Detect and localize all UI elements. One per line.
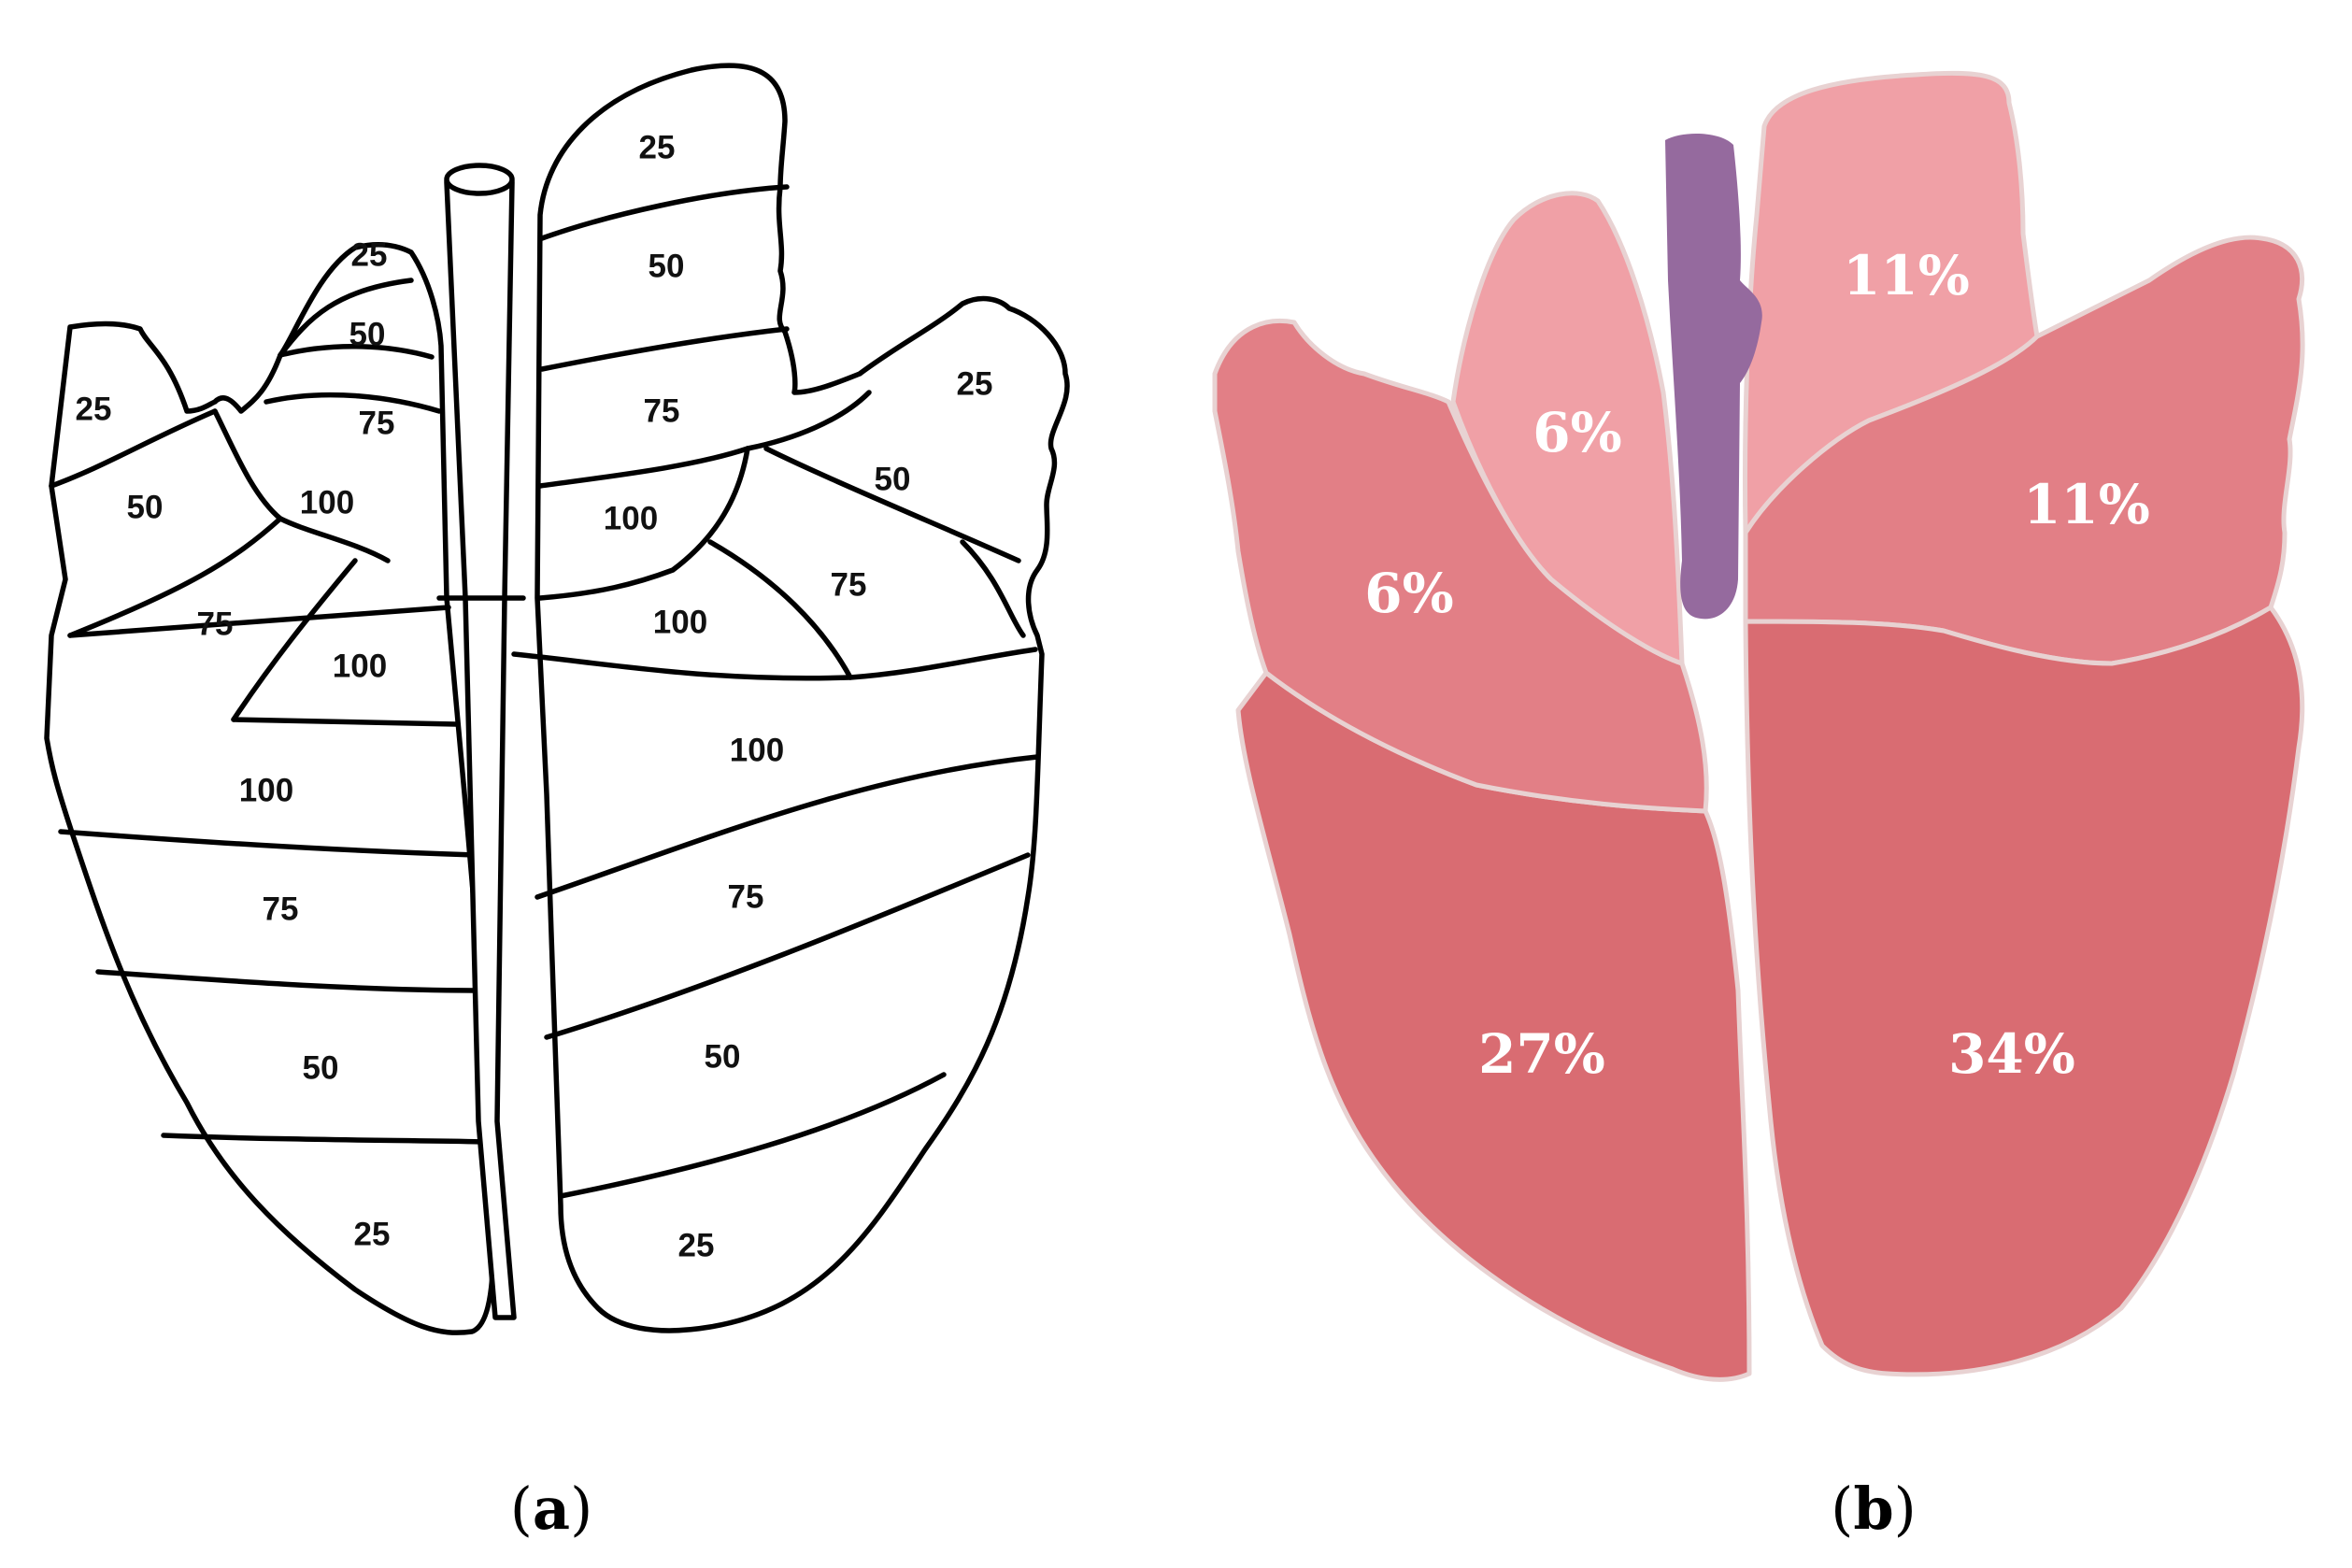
right-lung-outline xyxy=(535,63,1070,1333)
label-right-cranial-100: 100 xyxy=(604,500,658,536)
pct-right-cranial: 11% xyxy=(1843,244,1970,307)
label-left-caudal-100: 100 xyxy=(239,772,293,808)
label-right-middle-100: 100 xyxy=(653,604,707,640)
trachea xyxy=(1665,134,1762,620)
label-left-cranial-caudal-100: 100 xyxy=(300,484,354,520)
pct-right-caudal: 34% xyxy=(1948,1022,2075,1086)
left-divider-1 xyxy=(49,408,218,489)
caption-a: (a) xyxy=(510,1475,593,1543)
label-right-cranial-25: 25 xyxy=(639,129,676,165)
lobe-left-cranial-cranial xyxy=(1450,191,1685,666)
label-left-cranial-cranial-50: 50 xyxy=(349,316,386,352)
right-divider-1 xyxy=(539,184,790,241)
right-divider-6 xyxy=(763,446,1021,563)
left-divider-2 xyxy=(212,408,283,521)
right-divider-2 xyxy=(539,326,790,372)
left-divider-8 xyxy=(278,343,435,360)
right-divider-9 xyxy=(511,647,1038,681)
left-divider-13 xyxy=(161,1133,493,1145)
label-right-middle-25: 25 xyxy=(957,365,993,402)
label-right-cranial-50: 50 xyxy=(649,248,685,284)
label-left-cranial-caudal-50: 50 xyxy=(127,489,164,525)
right-divider-5 xyxy=(745,390,872,451)
panel-a-lung-diagram: 25 50 75 25 50 100 75 100 100 75 50 25 2… xyxy=(44,63,1070,1335)
label-left-cranial-cranial-75: 75 xyxy=(359,405,395,441)
right-divider-12 xyxy=(558,1072,947,1199)
left-divider-5 xyxy=(67,605,451,638)
left-divider-12 xyxy=(95,969,489,993)
label-left-cranial-cranial-25: 25 xyxy=(351,236,388,273)
right-divider-8 xyxy=(960,539,1026,638)
left-divider-9 xyxy=(264,392,442,414)
left-divider-4 xyxy=(67,516,283,638)
label-left-cranial-caudal-25: 25 xyxy=(76,391,112,427)
label-right-caudal-75: 75 xyxy=(728,878,764,915)
label-left-mid-100: 100 xyxy=(333,648,387,684)
label-right-cranial-75: 75 xyxy=(644,392,680,429)
label-left-caudal-25: 25 xyxy=(354,1216,391,1252)
left-lung-outline xyxy=(44,241,496,1335)
label-left-caudal-75: 75 xyxy=(263,891,299,927)
lobe-right-caudal xyxy=(1743,605,2305,1377)
pct-right-middle: 11% xyxy=(2023,473,2150,536)
pct-left-cranial-caudal: 6% xyxy=(1364,562,1453,625)
right-divider-7 xyxy=(707,539,853,680)
left-divider-11 xyxy=(58,829,479,858)
right-divider-3 xyxy=(537,446,750,489)
label-left-caudal-50: 50 xyxy=(303,1049,339,1086)
left-divider-10 xyxy=(231,717,459,727)
right-divider-4 xyxy=(537,446,750,601)
left-divider-6 xyxy=(231,558,358,722)
trachea-top xyxy=(444,163,515,196)
label-right-middle-50: 50 xyxy=(875,461,911,497)
right-divider-11 xyxy=(544,852,1031,1040)
left-divider-3 xyxy=(278,516,391,563)
caption-b: (b) xyxy=(1831,1475,1917,1543)
label-right-caudal-50: 50 xyxy=(705,1038,741,1075)
left-divider-7 xyxy=(278,278,414,358)
pct-left-cranial-cranial: 6% xyxy=(1532,401,1621,464)
right-divider-10 xyxy=(535,754,1040,900)
lobe-left-cranial-caudal xyxy=(1212,319,1709,814)
label-right-caudal-25: 25 xyxy=(678,1227,715,1263)
label-right-middle-75: 75 xyxy=(831,566,867,603)
panel-b-lung-diagram: 6% 6% 27% 11% 11% 34% xyxy=(1212,70,2305,1382)
label-right-caudal-100: 100 xyxy=(730,732,784,768)
pct-left-caudal: 27% xyxy=(1478,1022,1605,1086)
label-left-cranial-caudal-75: 75 xyxy=(197,606,234,642)
